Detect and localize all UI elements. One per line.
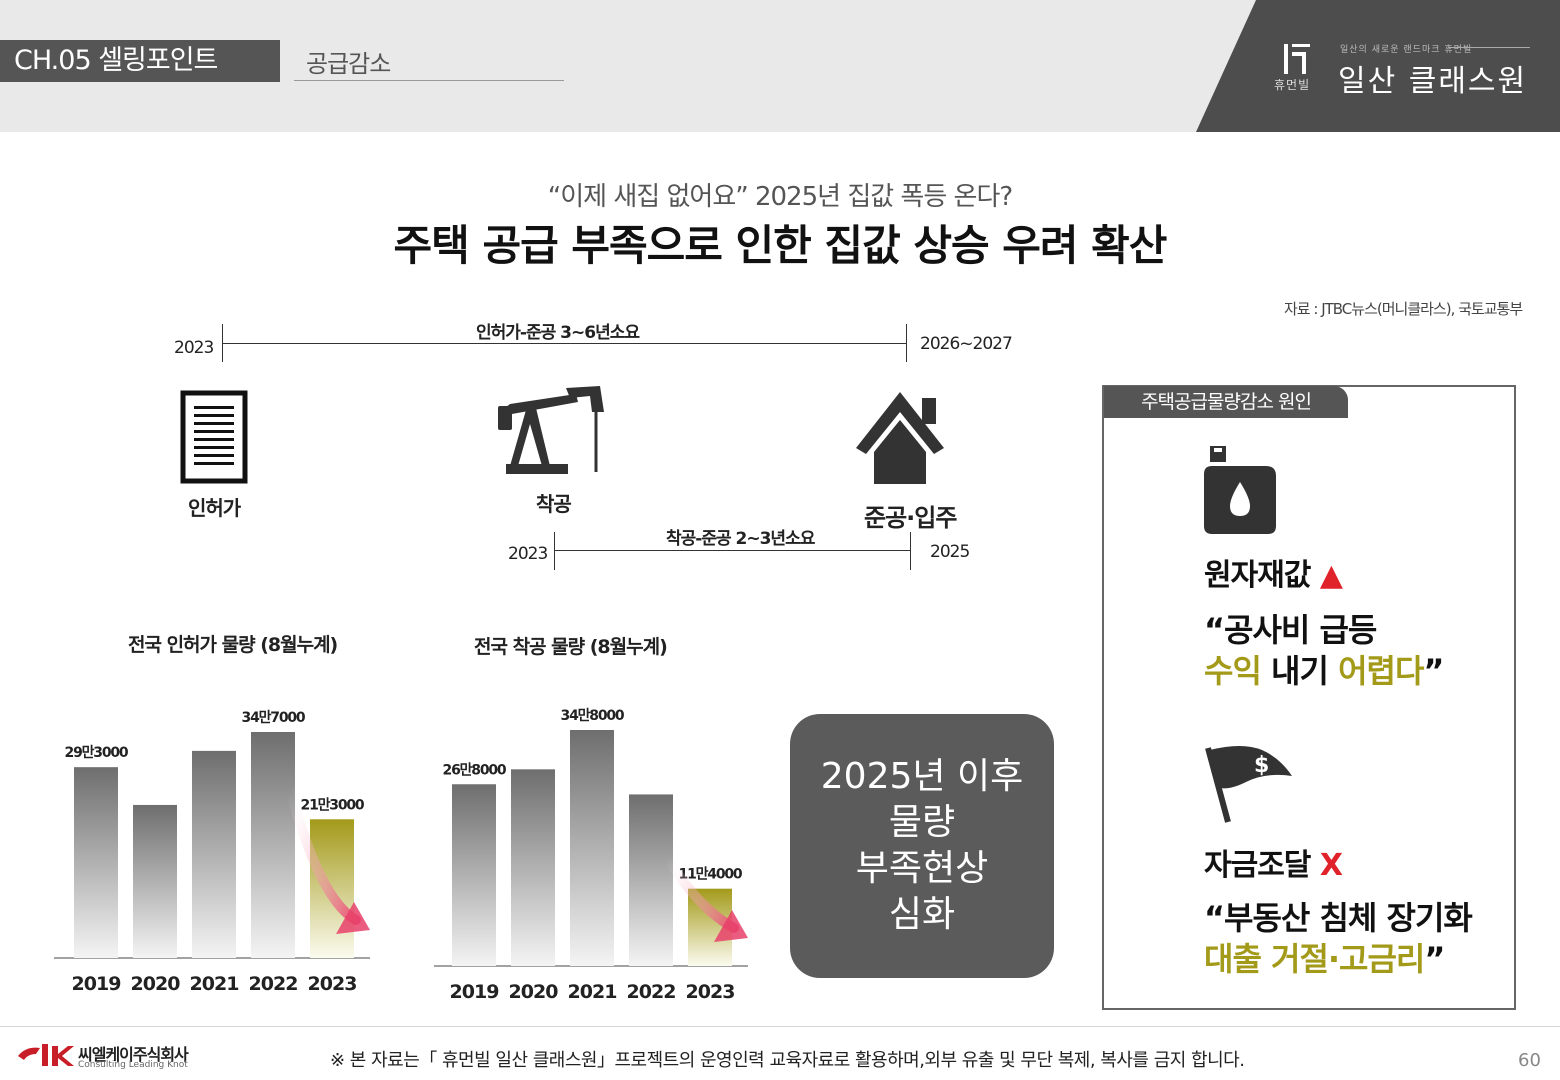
cause-funding-text: 자금조달: [1204, 848, 1311, 883]
source-note: 자료 : JTBC뉴스(머니클라스), 국토교통부: [1284, 300, 1523, 318]
data-label-2019: 29만3000: [65, 745, 129, 761]
quote1-line1: “공사비 급등: [1204, 611, 1377, 649]
data-label-2023: 21만3000: [301, 797, 365, 813]
timeline-bottom-end: 2025: [930, 542, 970, 562]
page-title: 주택 공급 부족으로 인한 집값 상승 우려 확산: [393, 221, 1168, 270]
stage-complete-label: 준공·입주: [864, 504, 957, 532]
brand-name: 일산 클래스원: [1338, 64, 1528, 99]
brand-panel: [1196, 0, 1560, 132]
svg-text:$: $: [1254, 753, 1269, 778]
company-tagline: Consulting Leading Knot: [78, 1060, 188, 1070]
company-logo-icon: [18, 1044, 74, 1066]
section-title: 공급감소: [306, 50, 391, 78]
bar-2021: [570, 730, 614, 966]
document-icon: [180, 390, 248, 484]
timeline-top-tick-end: [906, 324, 907, 362]
cause-materials-text: 원자재값: [1204, 558, 1311, 593]
bar-2019: [74, 767, 118, 958]
chart-starts: 2019 26만8000 2020 2021 34만8000 2022 2023 11만400…: [434, 708, 748, 1003]
oil-can-icon: [1204, 446, 1276, 534]
bar-2022: [251, 732, 295, 958]
chapter-tag: CH.05 셀링포인트: [0, 40, 280, 82]
tick-label-2022: 2022: [249, 973, 298, 995]
money-flag-icon: $: [1205, 746, 1292, 823]
section-underline: [294, 80, 564, 81]
page-number: 60: [1518, 1050, 1541, 1071]
bar-2020: [133, 804, 177, 958]
bar-2021: [192, 750, 236, 958]
trend-arrow-head: [336, 902, 370, 934]
quote2-line1: “부동산 침체 장기화: [1204, 899, 1473, 937]
brand-logo-text: 휴먼빌: [1274, 78, 1311, 92]
quote2-line2: 대출 거절·고금리”: [1204, 939, 1445, 978]
stage-permit-label: 인허가: [188, 496, 241, 520]
cause-materials-quote: “공사비 급등 수익 내기 어렵다”: [1204, 610, 1444, 692]
tick-label-2022: 2022: [627, 981, 676, 1003]
timeline-bottom-start: 2023: [508, 544, 548, 564]
house-icon: [856, 392, 944, 484]
chart1-title: 전국 인허가 물량 (8월누계): [128, 634, 338, 656]
quote1-line2: 수익 내기 어렵다”: [1204, 651, 1444, 690]
bar-2019: [452, 784, 496, 966]
headline-kicker: “이제 새집 없어요” 2025년 집값 폭등 온다?: [547, 182, 1013, 212]
copyright-notice: ※ 본 자료는「 휴먼빌 일산 클래스원」프로젝트의 운영인력 교육자료로 활용…: [330, 1050, 1245, 1071]
timeline-bottom-tick-start: [554, 532, 555, 570]
cause-funding-quote: “부동산 침체 장기화 대출 거절·고금리”: [1204, 898, 1473, 980]
callout-line-3: 부족현상: [855, 848, 989, 889]
tick-label-2023: 2023: [308, 973, 357, 995]
bar-2022: [629, 794, 673, 966]
timeline-top-line: [222, 343, 906, 344]
timeline-bottom-line: [554, 550, 910, 551]
tick-label-2023: 2023: [686, 981, 735, 1003]
tick-label-2019: 2019: [72, 973, 121, 995]
trend-arrow-head: [714, 910, 748, 942]
pumpjack-icon: [498, 386, 604, 474]
supply-shortage-callout: 2025년 이후 물량 부족현상 심화: [790, 714, 1054, 978]
timeline-top-start: 2023: [174, 338, 214, 358]
callout-line-4: 심화: [888, 894, 956, 936]
cross-icon: X: [1319, 848, 1343, 883]
data-label-2022: 34만7000: [242, 710, 306, 726]
tick-label-2020: 2020: [509, 981, 559, 1003]
data-label-2021: 34만8000: [561, 708, 625, 724]
chart-permits: 2019 29만3000 2020 2021 2022 34만7000 2023 21만300…: [54, 710, 370, 995]
timeline-bottom-tick-end: [910, 532, 911, 570]
timeline-bottom-label: 착공-준공 2~3년소요: [666, 529, 815, 549]
callout-line-1: 2025년 이후: [820, 755, 1024, 797]
tick-label-2021: 2021: [568, 981, 617, 1003]
cause-materials-heading: 원자재값 ▲: [1204, 550, 1343, 594]
tick-label-2021: 2021: [190, 973, 239, 995]
causes-tab-label: 주택공급물량감소 원인: [1104, 386, 1348, 418]
increase-triangle-icon: ▲: [1319, 558, 1343, 593]
company-name: 씨엘케이주식회사: [78, 1045, 189, 1064]
brand-tagline: 일산의 새로운 랜드마크 휴먼빌: [1340, 45, 1473, 55]
bar-2020: [511, 769, 555, 966]
stage-start-label: 착공: [536, 492, 572, 516]
cause-funding-heading: 자금조달 X: [1204, 840, 1343, 884]
callout-line-2: 물량: [888, 801, 956, 843]
data-label-2019: 26만8000: [443, 762, 507, 778]
timeline-top-end: 2026~2027: [920, 334, 1013, 354]
tick-label-2020: 2020: [131, 973, 181, 995]
tick-label-2019: 2019: [450, 981, 499, 1003]
chart2-title: 전국 착공 물량 (8월누계): [474, 636, 668, 658]
timeline-top-label: 인허가-준공 3~6년소요: [476, 323, 640, 343]
brand-divider: [1448, 47, 1530, 48]
footer-divider: [0, 1026, 1560, 1027]
brand-logo-icon: [1284, 44, 1310, 74]
data-label-2023: 11만4000: [679, 867, 743, 883]
